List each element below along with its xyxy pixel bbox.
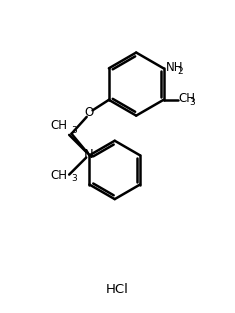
Text: CH: CH xyxy=(50,169,67,182)
Text: 3: 3 xyxy=(189,98,195,107)
Text: HCl: HCl xyxy=(106,283,129,296)
Text: 3: 3 xyxy=(71,174,77,183)
Text: N: N xyxy=(84,148,94,161)
Text: CH: CH xyxy=(179,92,196,105)
Text: 2: 2 xyxy=(177,67,183,76)
Text: NH: NH xyxy=(166,61,183,74)
Text: 3: 3 xyxy=(71,126,77,135)
Text: CH: CH xyxy=(50,119,67,132)
Text: O: O xyxy=(84,106,94,119)
